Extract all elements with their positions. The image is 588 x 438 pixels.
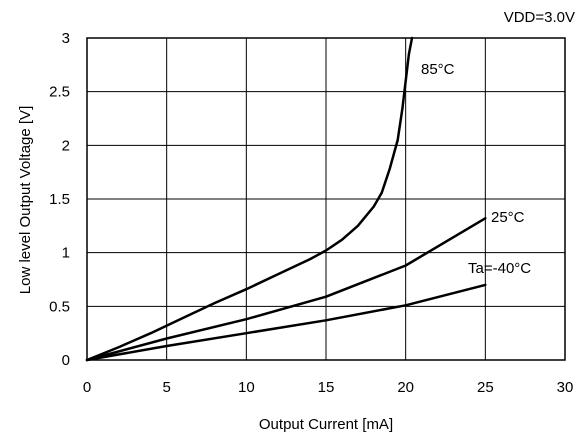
x-tick-label: 20 (397, 379, 414, 396)
series-label-minus40c: Ta=-40°C (468, 260, 531, 277)
tick-labels: 0 5 10 15 20 25 30 0 0.5 1 1.5 2 2.5 3 (49, 30, 573, 396)
series-label-25c: 25°C (491, 209, 525, 226)
y-tick-label: 0 (62, 352, 70, 369)
plot-frame (86, 37, 566, 361)
curves (85, 36, 487, 362)
y-tick-label: 1.5 (49, 191, 70, 208)
y-tick-label: 3 (62, 30, 70, 47)
y-tick-label: 2 (62, 137, 70, 154)
x-tick-label: 0 (83, 379, 91, 396)
series-label-85c: 85°C (421, 61, 455, 78)
x-tick-label: 25 (477, 379, 494, 396)
x-tick-label: 15 (318, 379, 335, 396)
grid (86, 37, 566, 361)
x-tick-label: 10 (238, 379, 255, 396)
series-line-minus40c (85, 283, 487, 362)
y-tick-label: 2.5 (49, 84, 70, 101)
series-line-25c (85, 217, 487, 362)
x-axis-label: Output Current [mA] (259, 416, 393, 433)
vdd-annotation: VDD=3.0V (504, 9, 575, 26)
y-tick-label: 1 (62, 245, 70, 262)
y-axis-label: Low level Output Voltage [V] (17, 106, 34, 294)
x-tick-label: 30 (557, 379, 574, 396)
y-tick-label: 0.5 (49, 298, 70, 315)
series-line-85c (85, 36, 414, 362)
x-tick-label: 5 (162, 379, 170, 396)
